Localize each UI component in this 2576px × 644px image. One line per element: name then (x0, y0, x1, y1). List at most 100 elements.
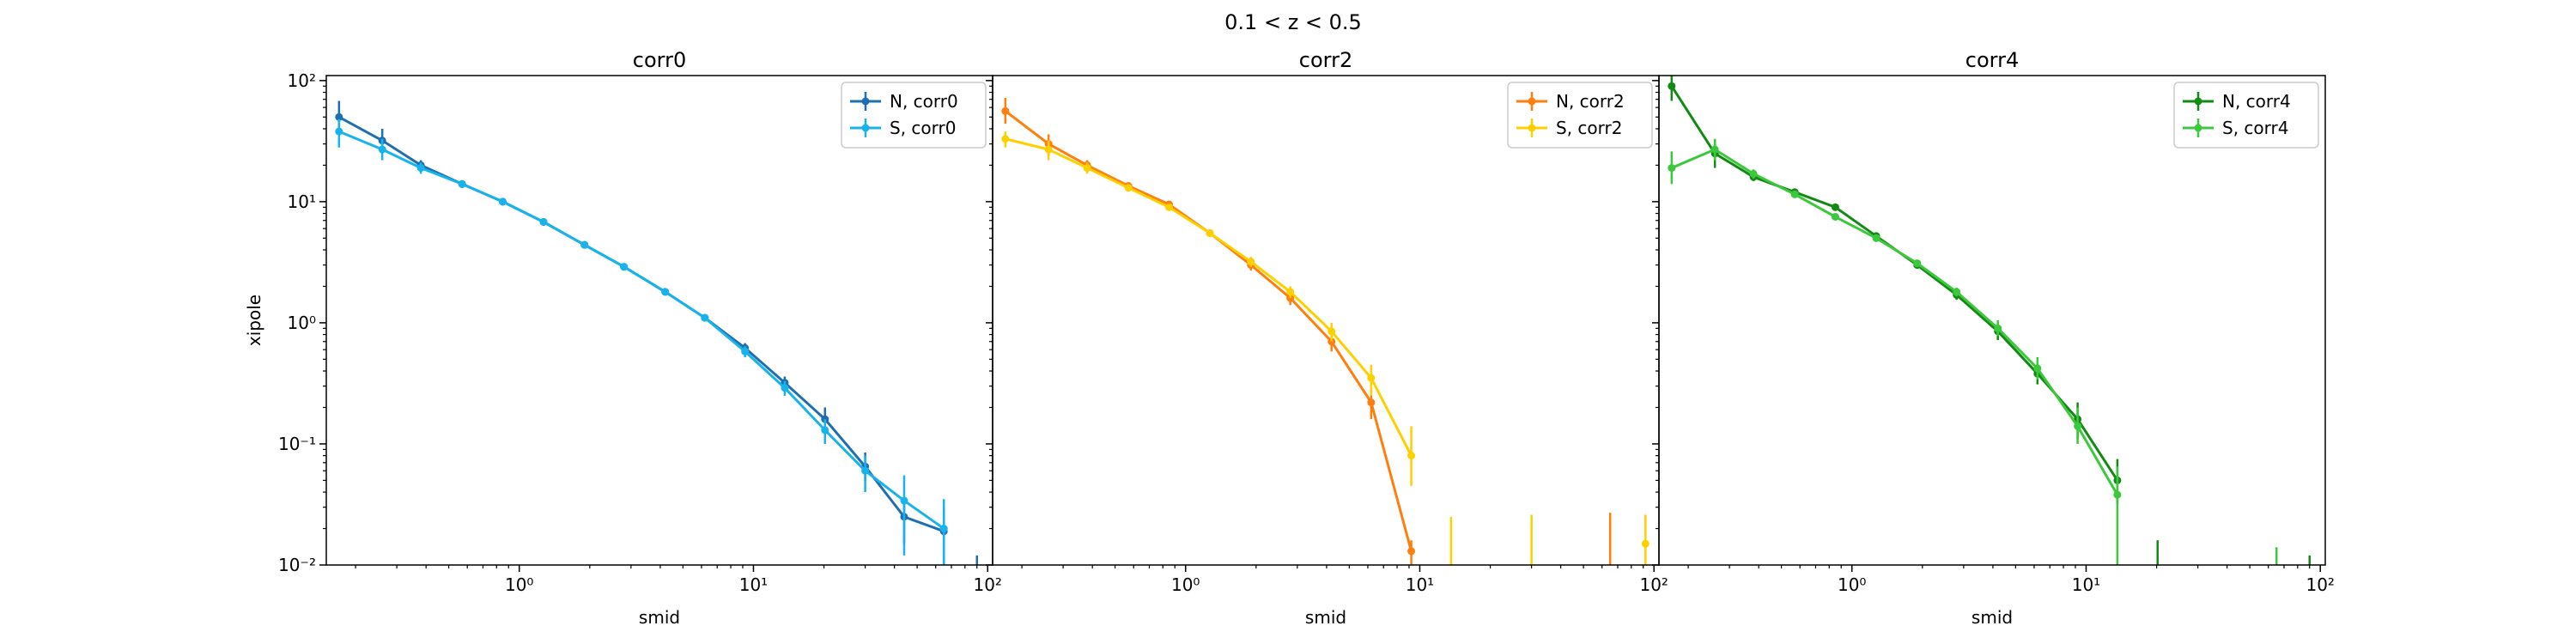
x-tick-label: 10¹ (2072, 574, 2100, 595)
legend: N, corr0 S, corr0 (841, 82, 987, 149)
y-tick-label: 10⁰ (288, 313, 316, 333)
data-point (1367, 374, 1376, 382)
legend-frame (1507, 82, 1653, 149)
series-line (1004, 110, 1413, 552)
legend-marker (861, 97, 870, 106)
data-point (1913, 259, 1922, 268)
y-tick-label: 10² (288, 70, 316, 91)
data-point (939, 525, 948, 533)
data-point (1083, 164, 1091, 173)
panel-corr4: 10⁰ 10¹ 10² corr4 smid N, corr4 S, corr4 (1652, 48, 2335, 628)
legend-label: N, corr4 (2222, 91, 2291, 112)
data-point (861, 466, 870, 475)
series-line (1670, 85, 2119, 482)
data-point (580, 240, 589, 249)
data-point (1831, 212, 1839, 221)
x-tick-label: 10⁰ (1838, 574, 1866, 595)
data-point (1247, 258, 1255, 266)
legend-frame (841, 82, 987, 149)
data-point (1001, 106, 1010, 115)
data-point (1164, 203, 1173, 211)
x-axis-label: smid (639, 607, 680, 628)
legend-marker (2194, 124, 2202, 132)
series-line (1005, 137, 1413, 457)
data-point (1206, 228, 1214, 237)
x-tick-label: 10¹ (1406, 574, 1434, 595)
series-line (338, 115, 945, 533)
panel-title: corr2 (1299, 48, 1352, 72)
data-point (1749, 169, 1758, 178)
data-point (1994, 324, 2002, 332)
data-point (1044, 145, 1053, 154)
data-point (821, 426, 829, 434)
y-tick-label: 10⁻² (278, 555, 316, 575)
x-tick-label: 10⁰ (505, 574, 533, 595)
y-tick-label: 10⁻¹ (278, 434, 316, 454)
data-point (1407, 452, 1416, 460)
data-point (1286, 288, 1295, 296)
data-point (741, 347, 750, 355)
data-point (2033, 364, 2042, 373)
panel-corr0: 10⁰ 10¹ 10² 10⁻² 10⁻¹ 10⁰ 10¹ 10² corr0 smid xipol… (244, 48, 1002, 628)
legend-marker (1528, 97, 1536, 106)
plot-area (335, 100, 978, 565)
legend: N, corr4 S, corr4 (2173, 82, 2319, 149)
x-tick-label: 10⁰ (1171, 574, 1200, 595)
data-point (498, 197, 507, 206)
legend-marker (1528, 124, 1536, 132)
legend-label: N, corr2 (1556, 91, 1625, 112)
panel-title: corr4 (1965, 48, 2019, 72)
x-tick-label: 10² (1639, 574, 1668, 595)
series-line (338, 130, 945, 530)
legend-frame (2173, 82, 2319, 149)
data-point (1710, 145, 1719, 154)
plot-area (1668, 76, 2311, 565)
data-point (2113, 490, 2122, 499)
data-point (1790, 190, 1799, 198)
data-point (1641, 539, 1649, 548)
x-axis-label: smid (1305, 607, 1346, 628)
panels: 10⁰ 10¹ 10² 10⁻² 10⁻¹ 10⁰ 10¹ 10² corr0 smid xipol… (244, 48, 2335, 628)
y-tick-label: 10¹ (288, 191, 316, 212)
data-point (1001, 135, 1010, 143)
data-point (1327, 327, 1336, 336)
plot-area (1001, 97, 1649, 565)
panel-corr2: 10⁰ 10¹ 10² corr2 smid N, corr2 S, corr2 (986, 48, 1668, 628)
series-line (1671, 148, 2119, 495)
data-point (539, 218, 548, 227)
data-point (458, 179, 466, 188)
legend-label: N, corr0 (890, 91, 958, 112)
legend-label: S, corr2 (1556, 118, 1622, 138)
figure-suptitle: 0.1 < z < 0.5 (1224, 10, 1362, 34)
legend-marker (2194, 97, 2202, 106)
data-point (620, 263, 629, 271)
data-point (1668, 82, 1676, 90)
data-point (1407, 547, 1416, 556)
data-point (1668, 164, 1676, 173)
x-axis-label: smid (1971, 607, 2013, 628)
legend: N, corr2 S, corr2 (1507, 82, 1653, 149)
data-point (1872, 234, 1880, 242)
data-point (2074, 422, 2082, 430)
data-point (1953, 288, 1961, 296)
legend-label: S, corr4 (2222, 118, 2288, 138)
data-point (335, 112, 343, 121)
x-tick-label: 10² (973, 574, 1001, 595)
axes-frame (1658, 75, 2326, 566)
panel-title: corr0 (633, 48, 686, 72)
data-point (335, 127, 343, 136)
data-point (701, 313, 709, 322)
data-point (416, 164, 425, 173)
data-point (378, 145, 386, 154)
data-point (661, 288, 670, 296)
data-point (1367, 398, 1376, 407)
data-point (900, 496, 908, 505)
x-tick-label: 10² (2306, 574, 2334, 595)
legend-label: S, corr0 (890, 118, 956, 138)
legend-marker (861, 124, 870, 132)
data-point (1831, 203, 1839, 211)
x-tick-label: 10¹ (739, 574, 768, 595)
data-point (1124, 184, 1133, 192)
data-point (781, 384, 789, 392)
